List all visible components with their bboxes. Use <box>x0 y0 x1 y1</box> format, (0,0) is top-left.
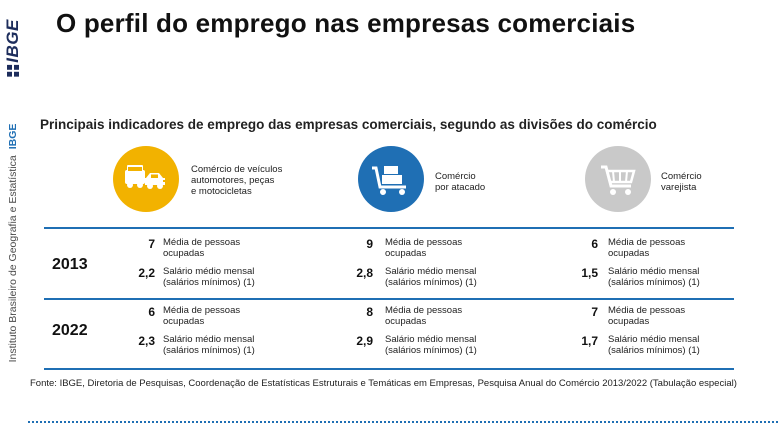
salary-value: 2,3 <box>138 334 155 348</box>
brand-strip: IBGE Instituto Brasileiro de Geografia e… <box>0 0 28 424</box>
category-label-vehicles: Comércio de veículos automotores, peças … <box>191 164 283 197</box>
persons-label: Média de pessoas ocupadas <box>163 305 241 327</box>
dotted-divider <box>28 421 778 423</box>
source-note: Fonte: IBGE, Diretoria de Pesquisas, Coo… <box>30 378 737 389</box>
ibge-logo: IBGE <box>3 19 23 77</box>
salary-value: 2,2 <box>138 266 155 280</box>
wholesale-category-icon <box>358 146 424 212</box>
table-bottom-rule <box>44 368 734 370</box>
salary-label: Salário médio mensal (salários mínimos) … <box>608 266 700 288</box>
year-label: 2022 <box>52 322 88 339</box>
institute-full-name: Instituto Brasileiro de Geografia e Esta… <box>7 155 19 363</box>
persons-value: 7 <box>148 237 155 251</box>
persons-value: 7 <box>591 305 598 319</box>
table-subtitle: Principais indicadores de emprego das em… <box>40 117 657 132</box>
category-label-retail: Comércio varejista <box>661 171 702 193</box>
logo-text: IBGE <box>3 19 22 63</box>
persons-label: Média de pessoas ocupadas <box>608 237 686 259</box>
salary-label: Salário médio mensal (salários mínimos) … <box>608 334 700 356</box>
salary-value: 1,7 <box>581 334 598 348</box>
salary-value: 2,8 <box>356 266 373 280</box>
institute-abbr: IBGE <box>7 123 19 150</box>
retail-category-icon <box>585 146 651 212</box>
persons-value: 8 <box>366 305 373 319</box>
category-label-wholesale: Comércio por atacado <box>435 171 486 193</box>
ibge-logo-mark-icon <box>7 64 19 77</box>
vehicles-icon <box>125 165 166 189</box>
cart-boxes-icon <box>372 166 406 195</box>
persons-label: Média de pessoas ocupadas <box>163 237 241 259</box>
salary-value: 2,9 <box>356 334 373 348</box>
page-title: O perfil do emprego nas empresas comerci… <box>56 8 636 38</box>
table-middle-rule <box>44 298 734 300</box>
persons-label: Média de pessoas ocupadas <box>608 305 686 327</box>
persons-label: Média de pessoas ocupadas <box>385 305 463 327</box>
salary-value: 1,5 <box>581 266 598 280</box>
salary-label: Salário médio mensal (salários mínimos) … <box>163 266 255 288</box>
persons-label: Média de pessoas ocupadas <box>385 237 463 259</box>
salary-label: Salário médio mensal (salários mínimos) … <box>385 334 477 356</box>
institute-name: Instituto Brasileiro de Geografia e Esta… <box>7 124 19 363</box>
persons-value: 9 <box>366 237 373 251</box>
persons-value: 6 <box>591 237 598 251</box>
vehicles-category-icon <box>113 146 179 212</box>
salary-label: Salário médio mensal (salários mínimos) … <box>385 266 477 288</box>
shopping-cart-icon <box>601 165 636 195</box>
year-label: 2013 <box>52 256 88 273</box>
persons-value: 6 <box>148 305 155 319</box>
table-top-rule <box>44 227 734 229</box>
salary-label: Salário médio mensal (salários mínimos) … <box>163 334 255 356</box>
